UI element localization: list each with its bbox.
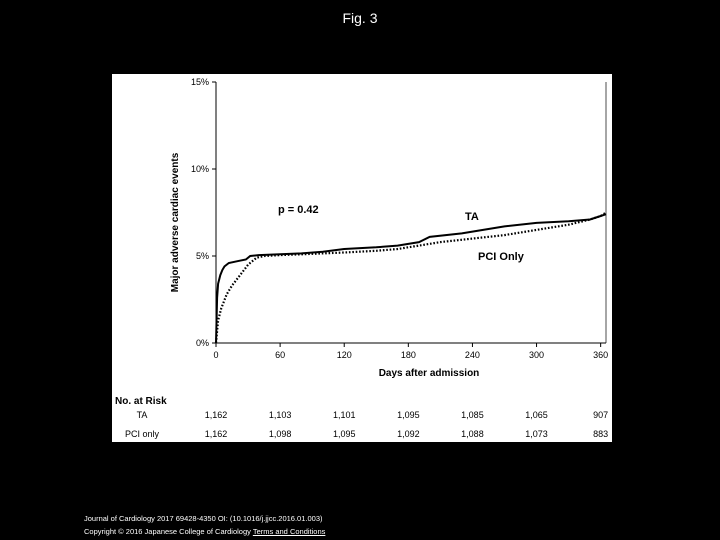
at-risk-value: 907 xyxy=(593,410,608,420)
x-tick-label: 240 xyxy=(465,350,480,360)
x-tick-label: 180 xyxy=(401,350,416,360)
at-risk-value: 1,065 xyxy=(525,410,548,420)
at-risk-value: 883 xyxy=(593,429,608,439)
at-risk-value: 1,095 xyxy=(397,410,420,420)
copyright-text: Copyright © 2016 Japanese College of Car… xyxy=(84,527,251,536)
footer: Journal of Cardiology 2017 69428-4350 OI… xyxy=(84,512,325,538)
y-axis-title: Major adverse cardiac events xyxy=(170,152,181,292)
y-tick-label: 10% xyxy=(191,164,209,174)
at-risk-row-label: PCI only xyxy=(125,429,160,439)
at-risk-row-label: TA xyxy=(137,410,148,420)
p-value-annotation: p = 0.42 xyxy=(278,204,319,216)
terms-link[interactable]: Terms and Conditions xyxy=(252,527,326,536)
series-line-pci-only xyxy=(214,211,607,344)
at-risk-value: 1,092 xyxy=(397,429,420,439)
at-risk-value: 1,098 xyxy=(269,429,292,439)
km-chart: 0% 5% 10% 15% 0 60 120 180 240 300 360 Days after a… xyxy=(115,77,608,439)
x-axis-title: Days after admission xyxy=(379,368,480,379)
at-risk-value: 1,085 xyxy=(461,410,484,420)
x-tick-label: 120 xyxy=(337,350,352,360)
at-risk-title: No. at Risk xyxy=(115,396,167,407)
x-tick-label: 60 xyxy=(275,350,285,360)
x-tick-label: 300 xyxy=(529,350,544,360)
slide-title: Fig. 3 xyxy=(342,10,378,26)
series-line-ta xyxy=(215,213,607,344)
y-tick-label: 15% xyxy=(191,77,209,87)
series-label-pci-only: PCI Only xyxy=(478,251,525,263)
copyright-line: Copyright © 2016 Japanese College of Car… xyxy=(84,525,325,538)
y-tick-label: 0% xyxy=(196,338,209,348)
citation-text: Journal of Cardiology 2017 69428-4350 OI… xyxy=(84,514,323,523)
at-risk-value: 1,088 xyxy=(461,429,484,439)
at-risk-value: 1,101 xyxy=(333,410,356,420)
x-tick-label: 360 xyxy=(593,350,608,360)
at-risk-value: 1,162 xyxy=(205,429,228,439)
at-risk-value: 1,103 xyxy=(269,410,292,420)
y-tick-label: 5% xyxy=(196,251,209,261)
at-risk-value: 1,095 xyxy=(333,429,356,439)
x-tick-label: 0 xyxy=(213,350,218,360)
series-label-ta: TA xyxy=(465,211,479,223)
at-risk-value: 1,162 xyxy=(205,410,228,420)
figure-panel: 0% 5% 10% 15% 0 60 120 180 240 300 360 Days after a… xyxy=(112,74,612,442)
at-risk-value: 1,073 xyxy=(525,429,548,439)
